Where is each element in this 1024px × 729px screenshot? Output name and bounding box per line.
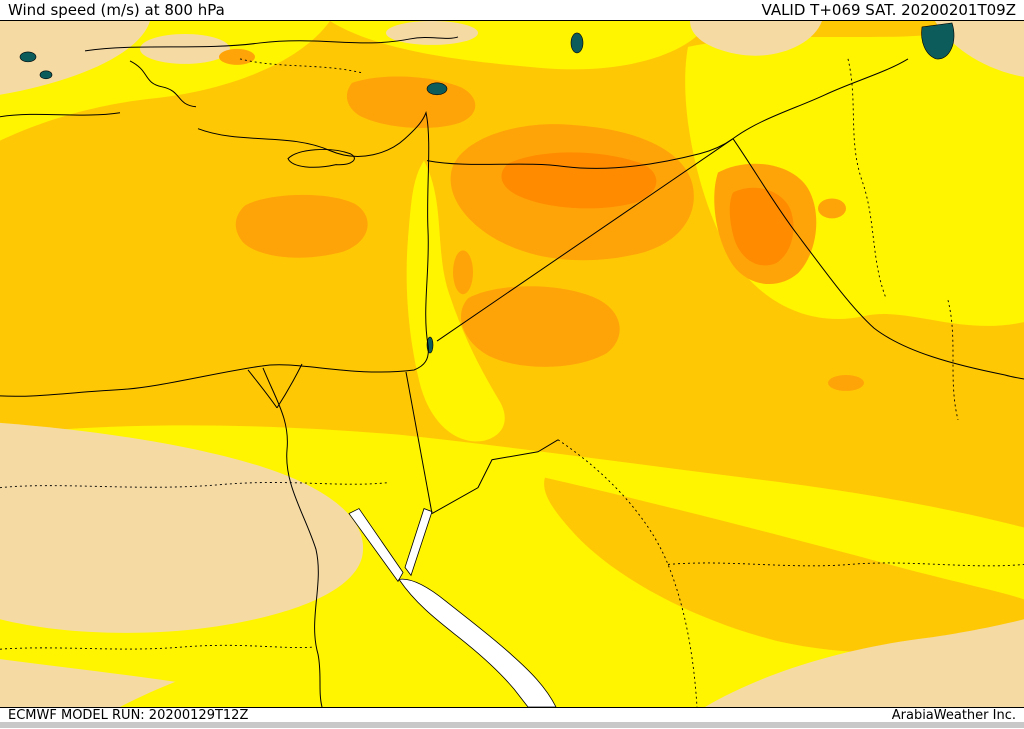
contour-yellow-levant-swath — [406, 160, 505, 442]
footer-row: ECMWF MODEL RUN: 20200129T12Z ArabiaWeat… — [0, 707, 1024, 723]
contour-orange-west — [235, 194, 368, 258]
footer-bar: ECMWF MODEL RUN: 20200129T12Z ArabiaWeat… — [0, 707, 1024, 728]
credit-label: ArabiaWeather Inc. — [891, 707, 1016, 723]
model-run-label: ECMWF MODEL RUN: 20200129T12Z — [8, 707, 249, 723]
contour-tan-bottom-left — [0, 422, 364, 633]
lake-urmia — [570, 32, 584, 54]
dotted-line-east — [947, 300, 959, 420]
contour-tan-top-right-corner — [935, 21, 1024, 77]
gulf-of-suez — [348, 508, 404, 583]
page-title: Wind speed (m/s) at 800 hPa — [8, 1, 225, 19]
lake-van — [426, 82, 448, 96]
dotted-line-egypt-2 — [0, 644, 313, 650]
contour-orange-small-northwest — [219, 48, 255, 65]
header-bar: Wind speed (m/s) at 800 hPa VALID T+069 … — [0, 0, 1024, 21]
border-jordan-saudi — [431, 439, 559, 514]
contour-orange-connector — [453, 250, 473, 295]
contour-tan-top-right-blob — [690, 21, 822, 56]
border-egypt-israel — [405, 371, 433, 514]
border-turkey-syria — [426, 138, 734, 169]
anatolia-lake-1 — [19, 51, 37, 63]
border-turkey-iran — [732, 58, 909, 140]
contour-tan-top-left-corner — [0, 21, 150, 95]
anatolia-lake-2 — [39, 70, 53, 80]
caspian-sea-corner — [921, 22, 955, 60]
border-iraq-saudi-diagonal — [436, 138, 734, 342]
footer-strip — [0, 722, 1024, 728]
contour-tan-bottom-right — [705, 619, 1024, 707]
contour-deep-orange-central — [501, 152, 657, 209]
red-sea — [398, 578, 557, 707]
contour-yellow-south-wedge — [120, 630, 521, 707]
black-sea-coastline — [84, 36, 459, 52]
gulf-of-aqaba — [404, 508, 433, 577]
wind-speed-map — [0, 21, 1024, 707]
mediterranean-levant-egypt-coastline — [0, 110, 430, 397]
contour-tan-top-left-blob — [140, 33, 230, 64]
dotted-line-turkey — [239, 58, 363, 74]
cyprus-coastline — [287, 149, 355, 168]
contour-orange-small-east — [818, 198, 846, 219]
marmara-coastline — [129, 60, 197, 108]
contour-orange-small-southeast — [828, 374, 864, 391]
contour-tan-top-mid-blob — [386, 21, 478, 45]
border-iraq-iran — [732, 138, 1024, 380]
nile-river — [247, 363, 323, 707]
dotted-line-egypt-1 — [0, 482, 389, 489]
map-container — [0, 21, 1024, 707]
valid-time-label: VALID T+069 SAT. 20200201T09Z — [761, 1, 1016, 19]
aegean-coastline — [0, 112, 121, 118]
contour-orange-central-south — [460, 286, 620, 367]
